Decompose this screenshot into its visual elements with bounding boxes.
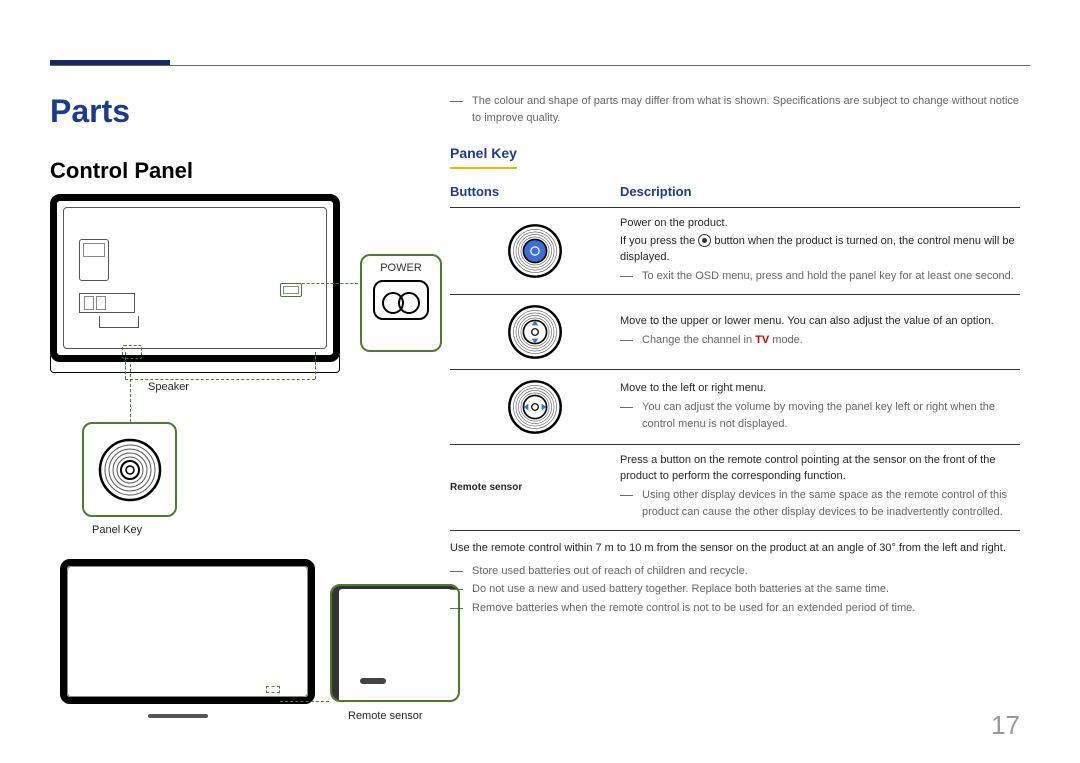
tv-back-diagram <box>50 194 340 362</box>
row2-note: Change the channel in TV mode. <box>620 332 1020 349</box>
after-note-3: Remove batteries when the remote control… <box>450 600 1020 617</box>
button-cell <box>450 378 620 436</box>
rear-port-1 <box>79 239 109 281</box>
callout-line <box>130 364 131 422</box>
section-subtitle: Control Panel <box>50 158 430 184</box>
section-title: Parts <box>50 93 430 130</box>
center-button-icon <box>698 234 711 247</box>
speaker-label: Speaker <box>145 381 192 393</box>
remote-sensor-callout-box <box>330 584 460 702</box>
header-rule <box>50 65 1030 66</box>
updown-button-icon <box>506 303 564 361</box>
content-columns: Parts Control Panel Speaker <box>50 93 1020 618</box>
power-callout-box: POWER <box>360 254 442 352</box>
table-row: Move to the upper or lower menu. You can… <box>450 295 1020 370</box>
page-number: 17 <box>991 710 1020 741</box>
sensor-marker <box>266 686 280 693</box>
diagram-area: Speaker POWER <box>50 194 430 362</box>
description-cell: Move to the left or right menu. You can … <box>620 381 1020 434</box>
row1-line1: Power on the product. <box>620 216 1020 231</box>
table-header-buttons: Buttons <box>450 183 620 201</box>
page: Parts Control Panel Speaker <box>0 0 1080 763</box>
table-row: Power on the product. If you press the b… <box>450 208 1020 296</box>
button-cell <box>450 222 620 280</box>
power-button-icon <box>506 222 564 280</box>
table-header-description: Description <box>620 183 1020 201</box>
table-header: Buttons Description <box>450 183 1020 208</box>
after-note-1: Store used batteries out of reach of chi… <box>450 563 1020 580</box>
power-label: POWER <box>362 262 440 274</box>
tv-front-diagram <box>60 559 315 704</box>
row2-line1: Move to the upper or lower menu. You can… <box>620 314 1020 329</box>
tv-front-screen <box>67 566 308 697</box>
row3-line1: Move to the left or right menu. <box>620 381 1020 396</box>
callout-line <box>315 352 316 379</box>
callout-line <box>297 283 358 284</box>
rear-port-2 <box>79 293 135 313</box>
panel-key-heading: Panel Key <box>450 144 517 169</box>
intro-note: The colour and shape of parts may differ… <box>450 93 1020 126</box>
callout-line <box>280 701 329 702</box>
sensor-zoom-frame <box>332 584 460 702</box>
power-callout-marker <box>280 283 302 297</box>
row4-note: Using other display devices in the same … <box>620 487 1020 520</box>
power-socket-icon <box>373 280 429 320</box>
tv-front-base <box>148 714 208 718</box>
tv-mode-label: TV <box>755 334 769 346</box>
leftright-button-icon <box>506 378 564 436</box>
remote-sensor-button-label: Remote sensor <box>450 481 620 495</box>
callout-line <box>125 352 126 379</box>
row1-line2: If you press the button when the product… <box>620 234 1020 265</box>
row4-line1: Press a button on the remote control poi… <box>620 453 1020 484</box>
rear-port-3 <box>99 316 139 328</box>
button-cell <box>450 303 620 361</box>
table-row: Remote sensor Press a button on the remo… <box>450 445 1020 531</box>
description-cell: Move to the upper or lower menu. You can… <box>620 314 1020 351</box>
callout-line <box>125 379 315 380</box>
left-column: Parts Control Panel Speaker <box>50 93 450 618</box>
table-row: Move to the left or right menu. You can … <box>450 370 1020 445</box>
row3-note: You can adjust the volume by moving the … <box>620 399 1020 432</box>
remote-sensor-label: Remote sensor <box>348 710 423 722</box>
after-table-notes: Use the remote control within 7 m to 10 … <box>450 541 1020 616</box>
panel-key-icon <box>95 435 165 505</box>
row1-note: To exit the OSD menu, press and hold the… <box>620 268 1020 285</box>
tv-stand-base <box>50 355 340 373</box>
panel-key-label: Panel Key <box>92 524 142 536</box>
panel-key-callout-box <box>82 422 177 517</box>
right-column: The colour and shape of parts may differ… <box>450 93 1020 618</box>
tv-front-frame <box>60 559 315 704</box>
sensor-led-icon <box>360 678 386 684</box>
after-note-2: Do not use a new and used battery togeth… <box>450 581 1020 598</box>
after-p1: Use the remote control within 7 m to 10 … <box>450 541 1020 556</box>
description-cell: Press a button on the remote control poi… <box>620 453 1020 522</box>
description-cell: Power on the product. If you press the b… <box>620 216 1020 287</box>
